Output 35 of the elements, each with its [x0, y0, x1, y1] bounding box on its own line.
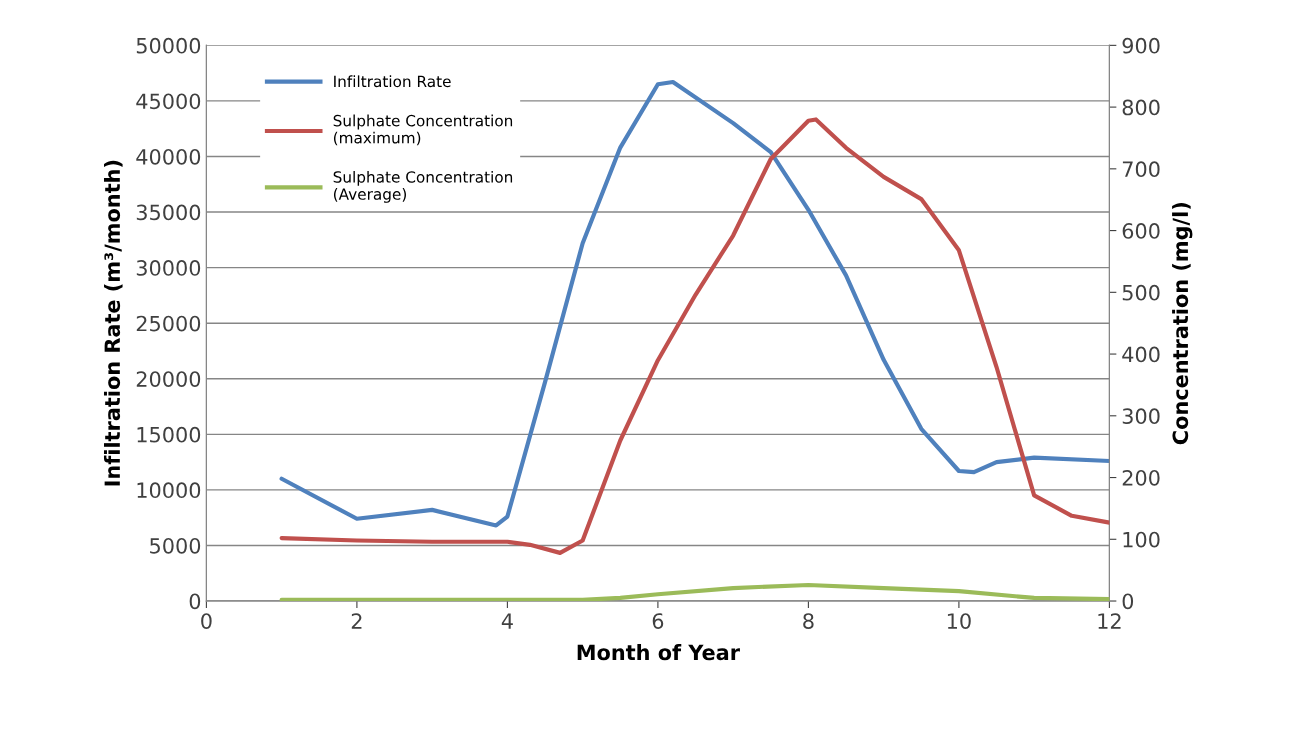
legend-label: Sulphate Concentration (Average): [333, 170, 513, 203]
y2-tick-label: 800: [1122, 99, 1160, 116]
legend-label: Sulphate Concentration (maximum): [333, 114, 513, 146]
y-tick-label: 20000: [136, 371, 201, 387]
x-axis-title: Month of Year: [577, 644, 740, 661]
y2-tick-label: 400: [1122, 346, 1160, 363]
y2-tick-label: 700: [1122, 161, 1160, 178]
y-tick-label: 15000: [137, 426, 201, 443]
y2-tick-label: 200: [1122, 469, 1160, 486]
y2-axis-title: Concentration (mg/l): [1172, 203, 1193, 445]
y2-tick-label: 500: [1122, 284, 1160, 301]
y2-tick-label: 600: [1122, 223, 1160, 239]
y-tick-label: 40000: [136, 148, 201, 165]
y-tick-label: 0: [189, 593, 201, 610]
line-series: [279, 582, 1110, 602]
y2-tick-label: 900: [1122, 37, 1160, 54]
y-axis-title: Infiltration Rate (m³/month): [103, 160, 123, 486]
legend-label: Infiltration Rate: [334, 75, 451, 88]
y-tick-label: 10000: [137, 482, 201, 499]
y2-tick-label: 300: [1122, 408, 1160, 425]
y-tick-label: 5000: [150, 537, 201, 554]
y-tick-label: 25000: [136, 315, 201, 332]
y2-tick-label: 0: [1122, 593, 1134, 610]
y-tick-label: 35000: [136, 204, 201, 221]
x-tick-label: 4: [501, 613, 513, 629]
x-tick-label: 6: [652, 613, 664, 629]
x-tick-label: 12: [1098, 613, 1121, 629]
x-tick-label: 0: [201, 613, 212, 629]
y-tick-label: 30000: [136, 260, 201, 276]
x-tick-label: 8: [803, 613, 814, 629]
x-tick-label: 10: [947, 613, 971, 629]
x-tick-label: 2: [351, 613, 362, 629]
y2-tick-label: 100: [1123, 531, 1160, 548]
y-tick-label: 50000: [136, 37, 201, 54]
y-tick-label: 45000: [136, 93, 201, 110]
